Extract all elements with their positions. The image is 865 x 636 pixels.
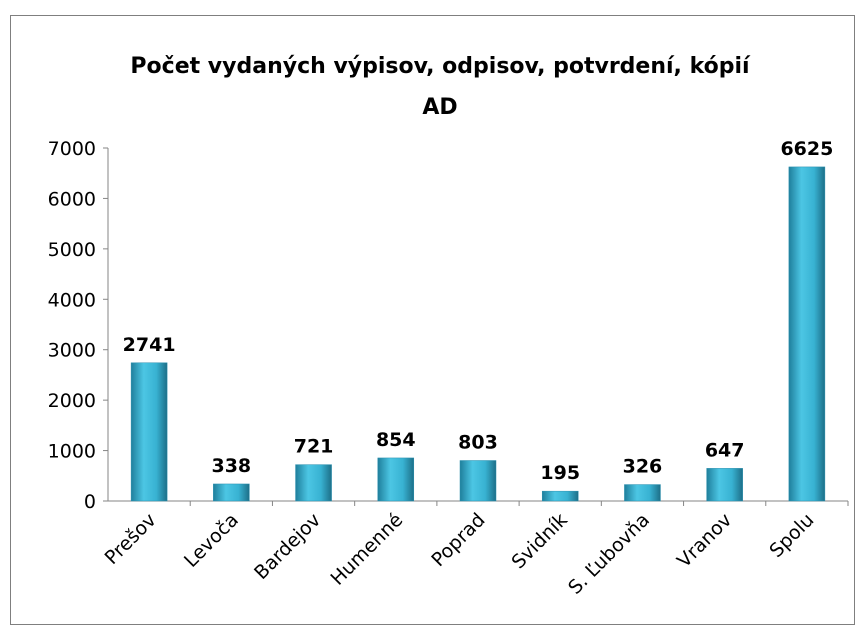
value-label: 195 [540, 462, 580, 484]
bar [541, 490, 579, 502]
y-tick-label: 5000 [48, 239, 96, 261]
y-tick-label: 0 [84, 491, 96, 513]
value-label: 854 [376, 429, 416, 451]
y-tick-label: 3000 [48, 340, 96, 362]
value-label: 2741 [123, 334, 176, 356]
y-tick-label: 6000 [48, 188, 96, 210]
value-label: 6625 [780, 138, 833, 160]
y-tick-label: 2000 [48, 390, 96, 412]
y-tick-label: 7000 [48, 138, 96, 160]
value-label: 803 [458, 432, 498, 454]
bar [459, 460, 497, 502]
chart-frame [10, 15, 855, 625]
bar [377, 457, 415, 502]
chart-title: Počet vydaných výpisov, odpisov, potvrde… [130, 54, 751, 79]
y-tick-label: 4000 [48, 289, 96, 311]
value-label: 338 [211, 455, 251, 477]
value-label: 647 [705, 439, 745, 461]
chart-title: AD [422, 95, 457, 120]
bar [295, 464, 332, 502]
value-label: 326 [623, 456, 663, 478]
bar [130, 362, 168, 502]
value-label: 721 [294, 436, 334, 458]
bar [624, 484, 661, 502]
bar [213, 483, 250, 502]
bar [706, 468, 743, 502]
bar [788, 166, 826, 502]
y-tick-label: 1000 [48, 441, 96, 463]
